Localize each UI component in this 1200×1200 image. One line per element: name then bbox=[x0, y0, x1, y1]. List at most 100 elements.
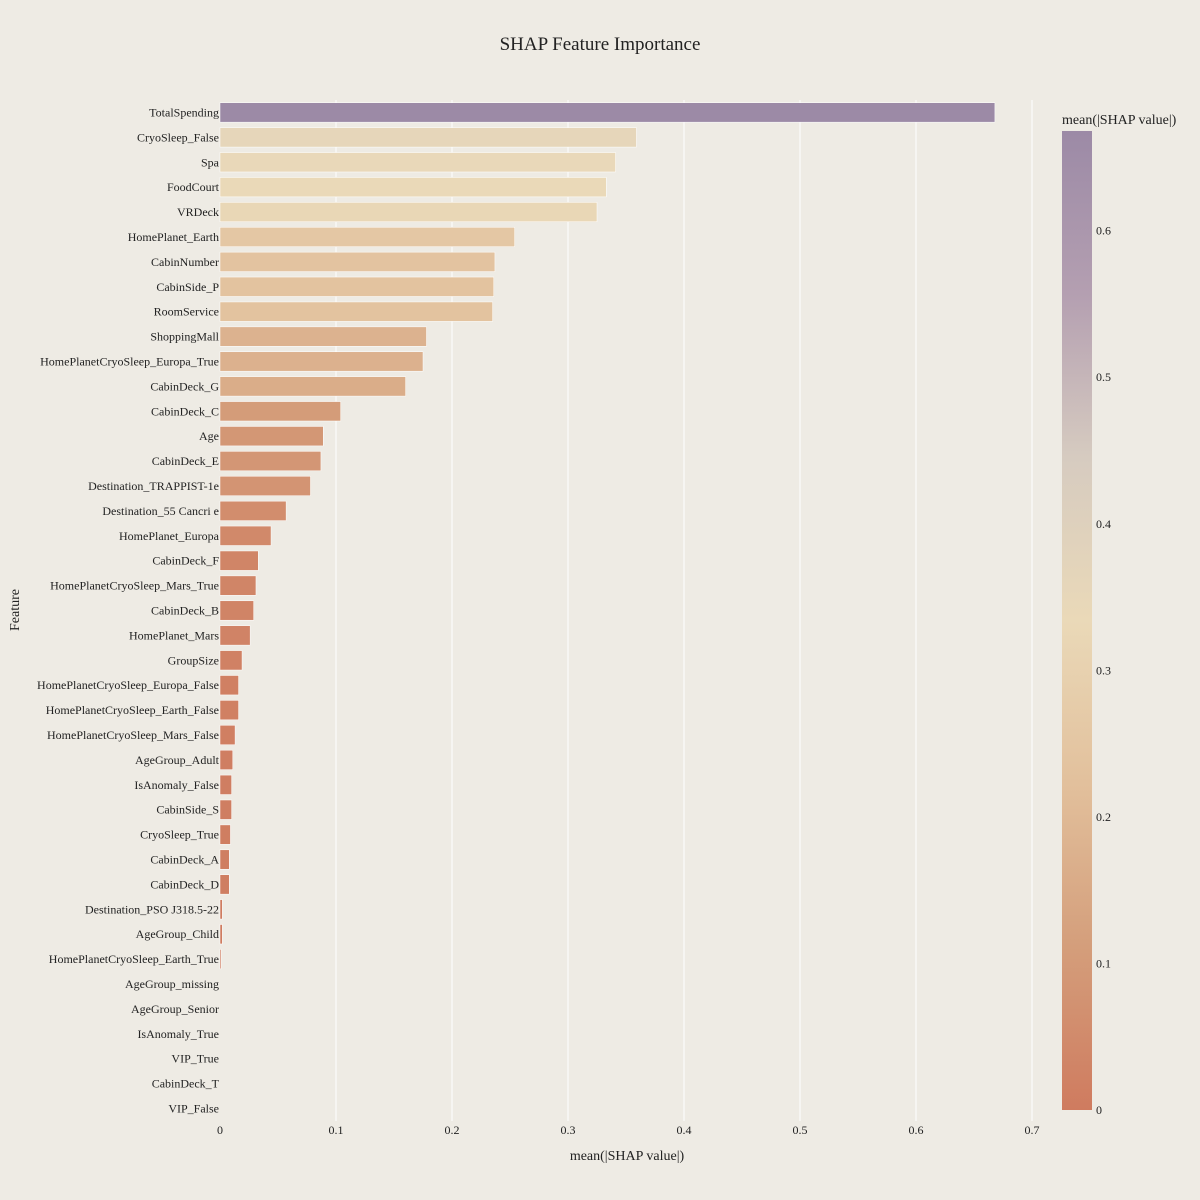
category-label: AgeGroup_Adult bbox=[135, 753, 220, 767]
bar bbox=[219, 401, 341, 422]
bars bbox=[219, 102, 996, 970]
category-label: Destination_TRAPPIST-1e bbox=[88, 479, 219, 493]
bar bbox=[219, 749, 234, 770]
category-label: HomePlanetCryoSleep_Mars_False bbox=[47, 728, 219, 742]
colorbar-tick-label: 0.5 bbox=[1096, 370, 1111, 384]
category-label: RoomService bbox=[154, 305, 219, 319]
category-label: AgeGroup_Child bbox=[136, 927, 219, 941]
category-label: CabinDeck_C bbox=[151, 404, 219, 418]
bar bbox=[219, 202, 598, 223]
x-axis-title: mean(|SHAP value|) bbox=[570, 1149, 685, 1164]
category-label: CabinSide_S bbox=[156, 803, 219, 817]
x-tick-label: 0.4 bbox=[677, 1123, 692, 1137]
category-label: Spa bbox=[201, 155, 220, 169]
category-label: HomePlanet_Mars bbox=[129, 628, 219, 642]
bar bbox=[219, 949, 222, 970]
bar bbox=[219, 675, 239, 696]
category-labels: TotalSpending CryoSleep_False Spa FoodCourt… bbox=[37, 105, 220, 1115]
colorbar-ticks: 0 0.1 0.2 0.3 0.4 0.5 0.6 bbox=[1096, 224, 1111, 1117]
bar bbox=[219, 650, 243, 671]
bar bbox=[219, 774, 232, 795]
category-label: CabinNumber bbox=[151, 255, 219, 269]
bar bbox=[219, 600, 254, 621]
x-tick-label: 0.7 bbox=[1025, 1123, 1040, 1137]
bar bbox=[219, 525, 272, 546]
bar bbox=[219, 276, 495, 297]
category-label: IsAnomaly_True bbox=[137, 1027, 219, 1041]
bar bbox=[219, 351, 424, 372]
bar bbox=[219, 451, 322, 472]
bar bbox=[219, 301, 493, 322]
colorbar-tick-label: 0.2 bbox=[1096, 810, 1111, 824]
category-label: Destination_55 Cancri e bbox=[102, 504, 219, 518]
category-label: AgeGroup_Senior bbox=[131, 1002, 219, 1016]
chart-title: SHAP Feature Importance bbox=[500, 34, 701, 55]
bar bbox=[219, 725, 236, 745]
category-label: CabinDeck_E bbox=[152, 454, 219, 468]
bar bbox=[219, 326, 427, 347]
colorbar-tick-label: 0.1 bbox=[1096, 956, 1111, 970]
bar bbox=[219, 824, 231, 845]
category-label: Age bbox=[199, 429, 219, 443]
bar bbox=[219, 874, 230, 895]
category-label: CabinDeck_B bbox=[151, 604, 219, 618]
category-label: CryoSleep_False bbox=[137, 130, 219, 144]
bar bbox=[219, 251, 496, 272]
x-tick-label: 0 bbox=[217, 1123, 223, 1137]
category-label: CabinDeck_D bbox=[150, 877, 219, 891]
category-label: AgeGroup_missing bbox=[125, 977, 219, 991]
bar bbox=[219, 799, 232, 820]
category-label: HomePlanetCryoSleep_Mars_True bbox=[50, 579, 219, 593]
bar bbox=[219, 227, 515, 247]
category-label: HomePlanetCryoSleep_Europa_True bbox=[40, 354, 219, 368]
bar bbox=[219, 177, 607, 198]
x-tick-label: 0.6 bbox=[909, 1123, 924, 1137]
category-label: Destination_PSO J318.5-22 bbox=[85, 902, 219, 916]
x-tick-labels: 0 0.1 0.2 0.3 0.4 0.5 0.6 0.7 bbox=[217, 1123, 1040, 1137]
colorbar-tick-label: 0.4 bbox=[1096, 517, 1111, 531]
category-label: CabinDeck_A bbox=[150, 853, 219, 867]
bar bbox=[219, 550, 259, 571]
colorbar-title: mean(|SHAP value|) bbox=[1062, 113, 1177, 128]
category-label: IsAnomaly_False bbox=[134, 778, 219, 792]
x-tick-label: 0.2 bbox=[445, 1123, 460, 1137]
category-label: FoodCourt bbox=[167, 180, 220, 194]
category-label: CabinDeck_F bbox=[152, 554, 219, 568]
bar bbox=[219, 625, 251, 646]
category-label: VIP_True bbox=[171, 1052, 219, 1066]
category-label: HomePlanetCryoSleep_Europa_False bbox=[37, 678, 219, 692]
category-label: HomePlanetCryoSleep_Earth_True bbox=[49, 952, 219, 966]
category-label: VIP_False bbox=[168, 1102, 219, 1116]
bar bbox=[219, 500, 287, 521]
colorbar-tick-label: 0.3 bbox=[1096, 663, 1111, 677]
category-label: ShoppingMall bbox=[150, 330, 219, 344]
bar bbox=[219, 476, 311, 496]
colorbar: mean(|SHAP value|) 0 0.1 0.2 0.3 0.4 0.5 0.6 bbox=[1062, 113, 1177, 1117]
category-label: HomePlanet_Europa bbox=[119, 529, 220, 543]
x-tick-label: 0.3 bbox=[561, 1123, 576, 1137]
bar bbox=[219, 924, 223, 945]
colorbar-tick-label: 0.6 bbox=[1096, 224, 1111, 238]
category-label: CabinSide_P bbox=[156, 280, 219, 294]
category-label: CabinDeck_G bbox=[150, 379, 219, 393]
bar bbox=[219, 376, 406, 397]
colorbar-tick-label: 0 bbox=[1096, 1103, 1102, 1117]
bar bbox=[219, 899, 223, 920]
category-label: CabinDeck_T bbox=[152, 1077, 220, 1091]
bar bbox=[219, 127, 637, 148]
bar bbox=[219, 700, 239, 721]
colorbar-gradient bbox=[1062, 131, 1092, 1110]
category-label: GroupSize bbox=[168, 653, 219, 667]
x-tick-label: 0.1 bbox=[329, 1123, 344, 1137]
category-label: TotalSpending bbox=[149, 105, 219, 119]
category-label: HomePlanetCryoSleep_Earth_False bbox=[46, 703, 219, 717]
bar bbox=[219, 575, 257, 596]
category-label: CryoSleep_True bbox=[140, 828, 219, 842]
bar bbox=[219, 849, 230, 870]
x-tick-label: 0.5 bbox=[793, 1123, 808, 1137]
category-label: HomePlanet_Earth bbox=[128, 230, 219, 244]
bar bbox=[219, 426, 324, 447]
y-axis-title: Feature bbox=[8, 589, 23, 631]
category-label: VRDeck bbox=[177, 205, 219, 219]
